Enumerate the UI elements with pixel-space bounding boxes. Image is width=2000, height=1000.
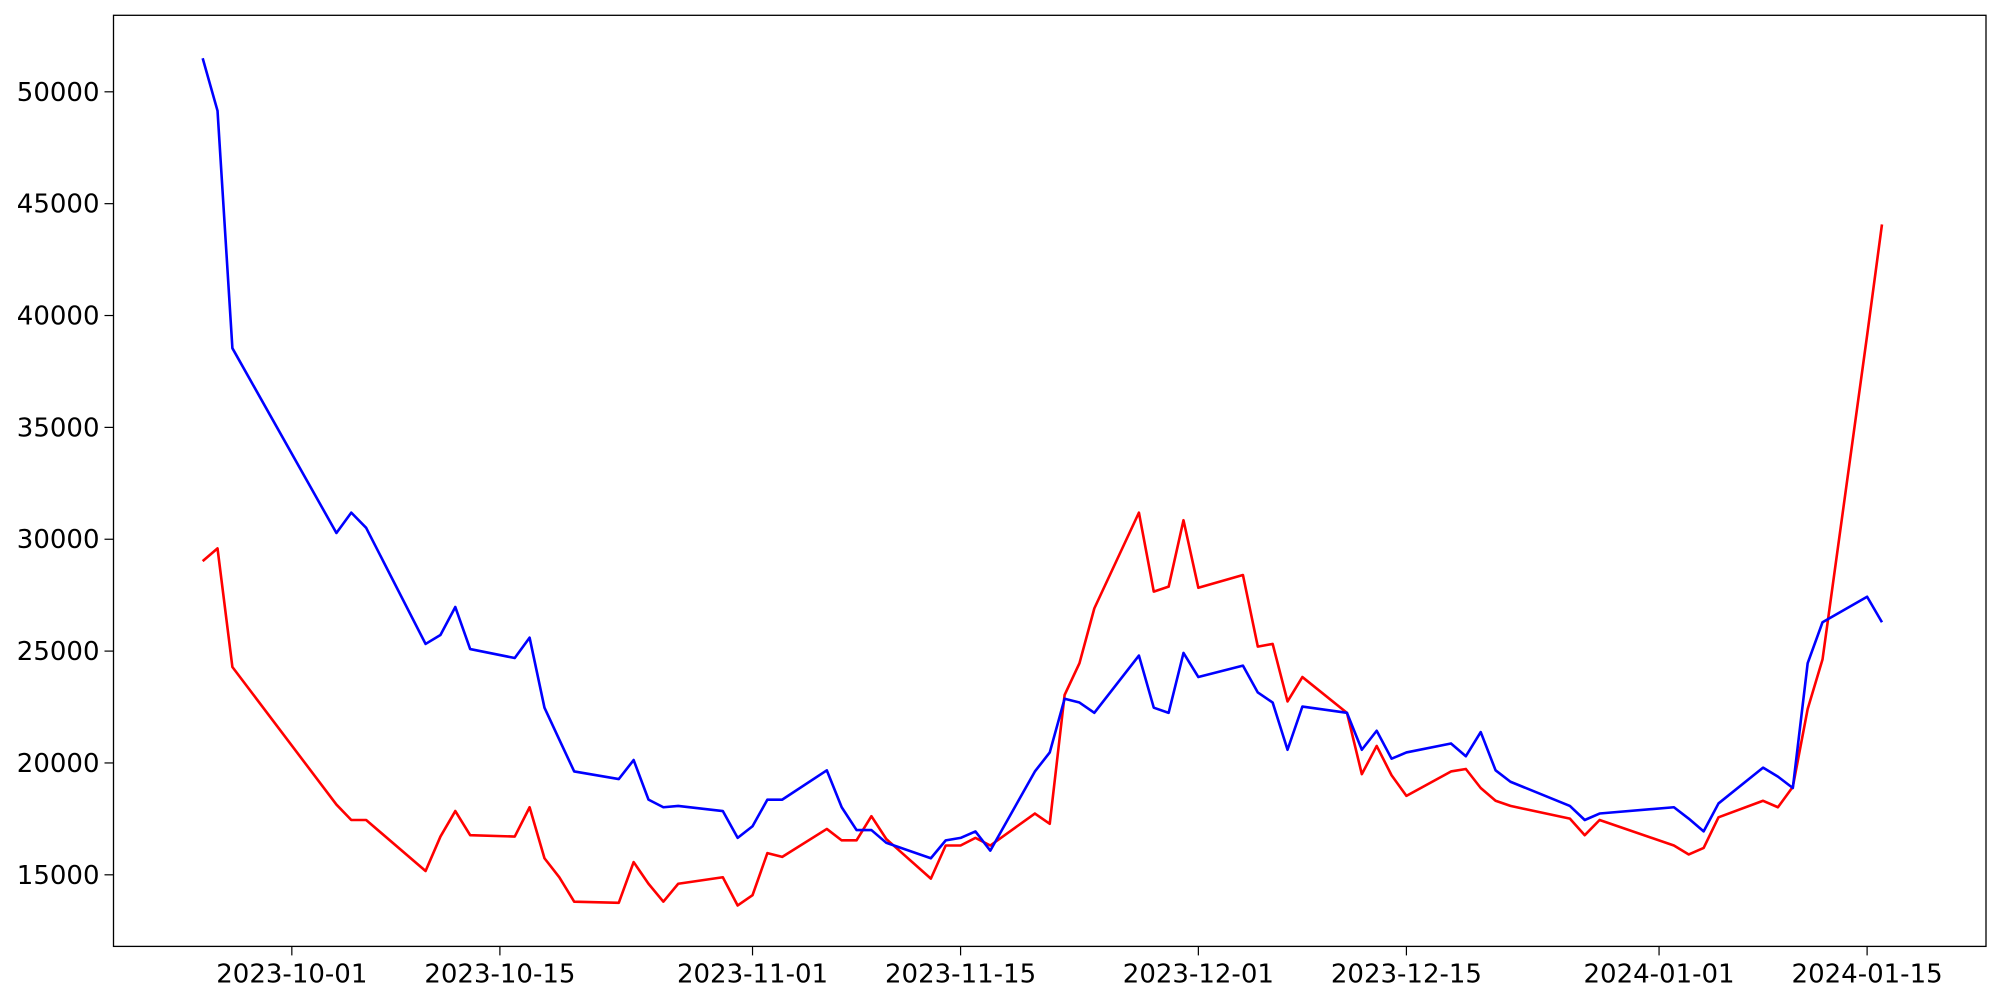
series-line xyxy=(201,57,1884,860)
plot-frame xyxy=(112,14,1987,948)
y-tick-label: 15000 xyxy=(17,861,100,891)
y-tick-label: 20000 xyxy=(17,749,100,779)
y-tick-label: 40000 xyxy=(17,302,100,332)
x-tick-label: 2023-10-01 xyxy=(216,959,367,989)
x-tick-label: 2023-12-15 xyxy=(1331,959,1482,989)
y-tick-label: 25000 xyxy=(17,637,100,667)
x-tick-label: 2023-11-01 xyxy=(677,959,828,989)
x-tick-label: 2023-12-01 xyxy=(1123,959,1274,989)
series-line xyxy=(201,224,1884,907)
x-tick-label: 2024-01-15 xyxy=(1792,959,1943,989)
x-tick-label: 2023-11-15 xyxy=(885,959,1036,989)
y-tick-label: 35000 xyxy=(17,413,100,443)
y-tick-label: 45000 xyxy=(17,190,100,220)
x-tick-label: 2024-01-01 xyxy=(1584,959,1735,989)
y-tick-label: 50000 xyxy=(17,78,100,108)
y-tick-label: 30000 xyxy=(17,525,100,555)
x-tick-label: 2023-10-15 xyxy=(424,959,575,989)
